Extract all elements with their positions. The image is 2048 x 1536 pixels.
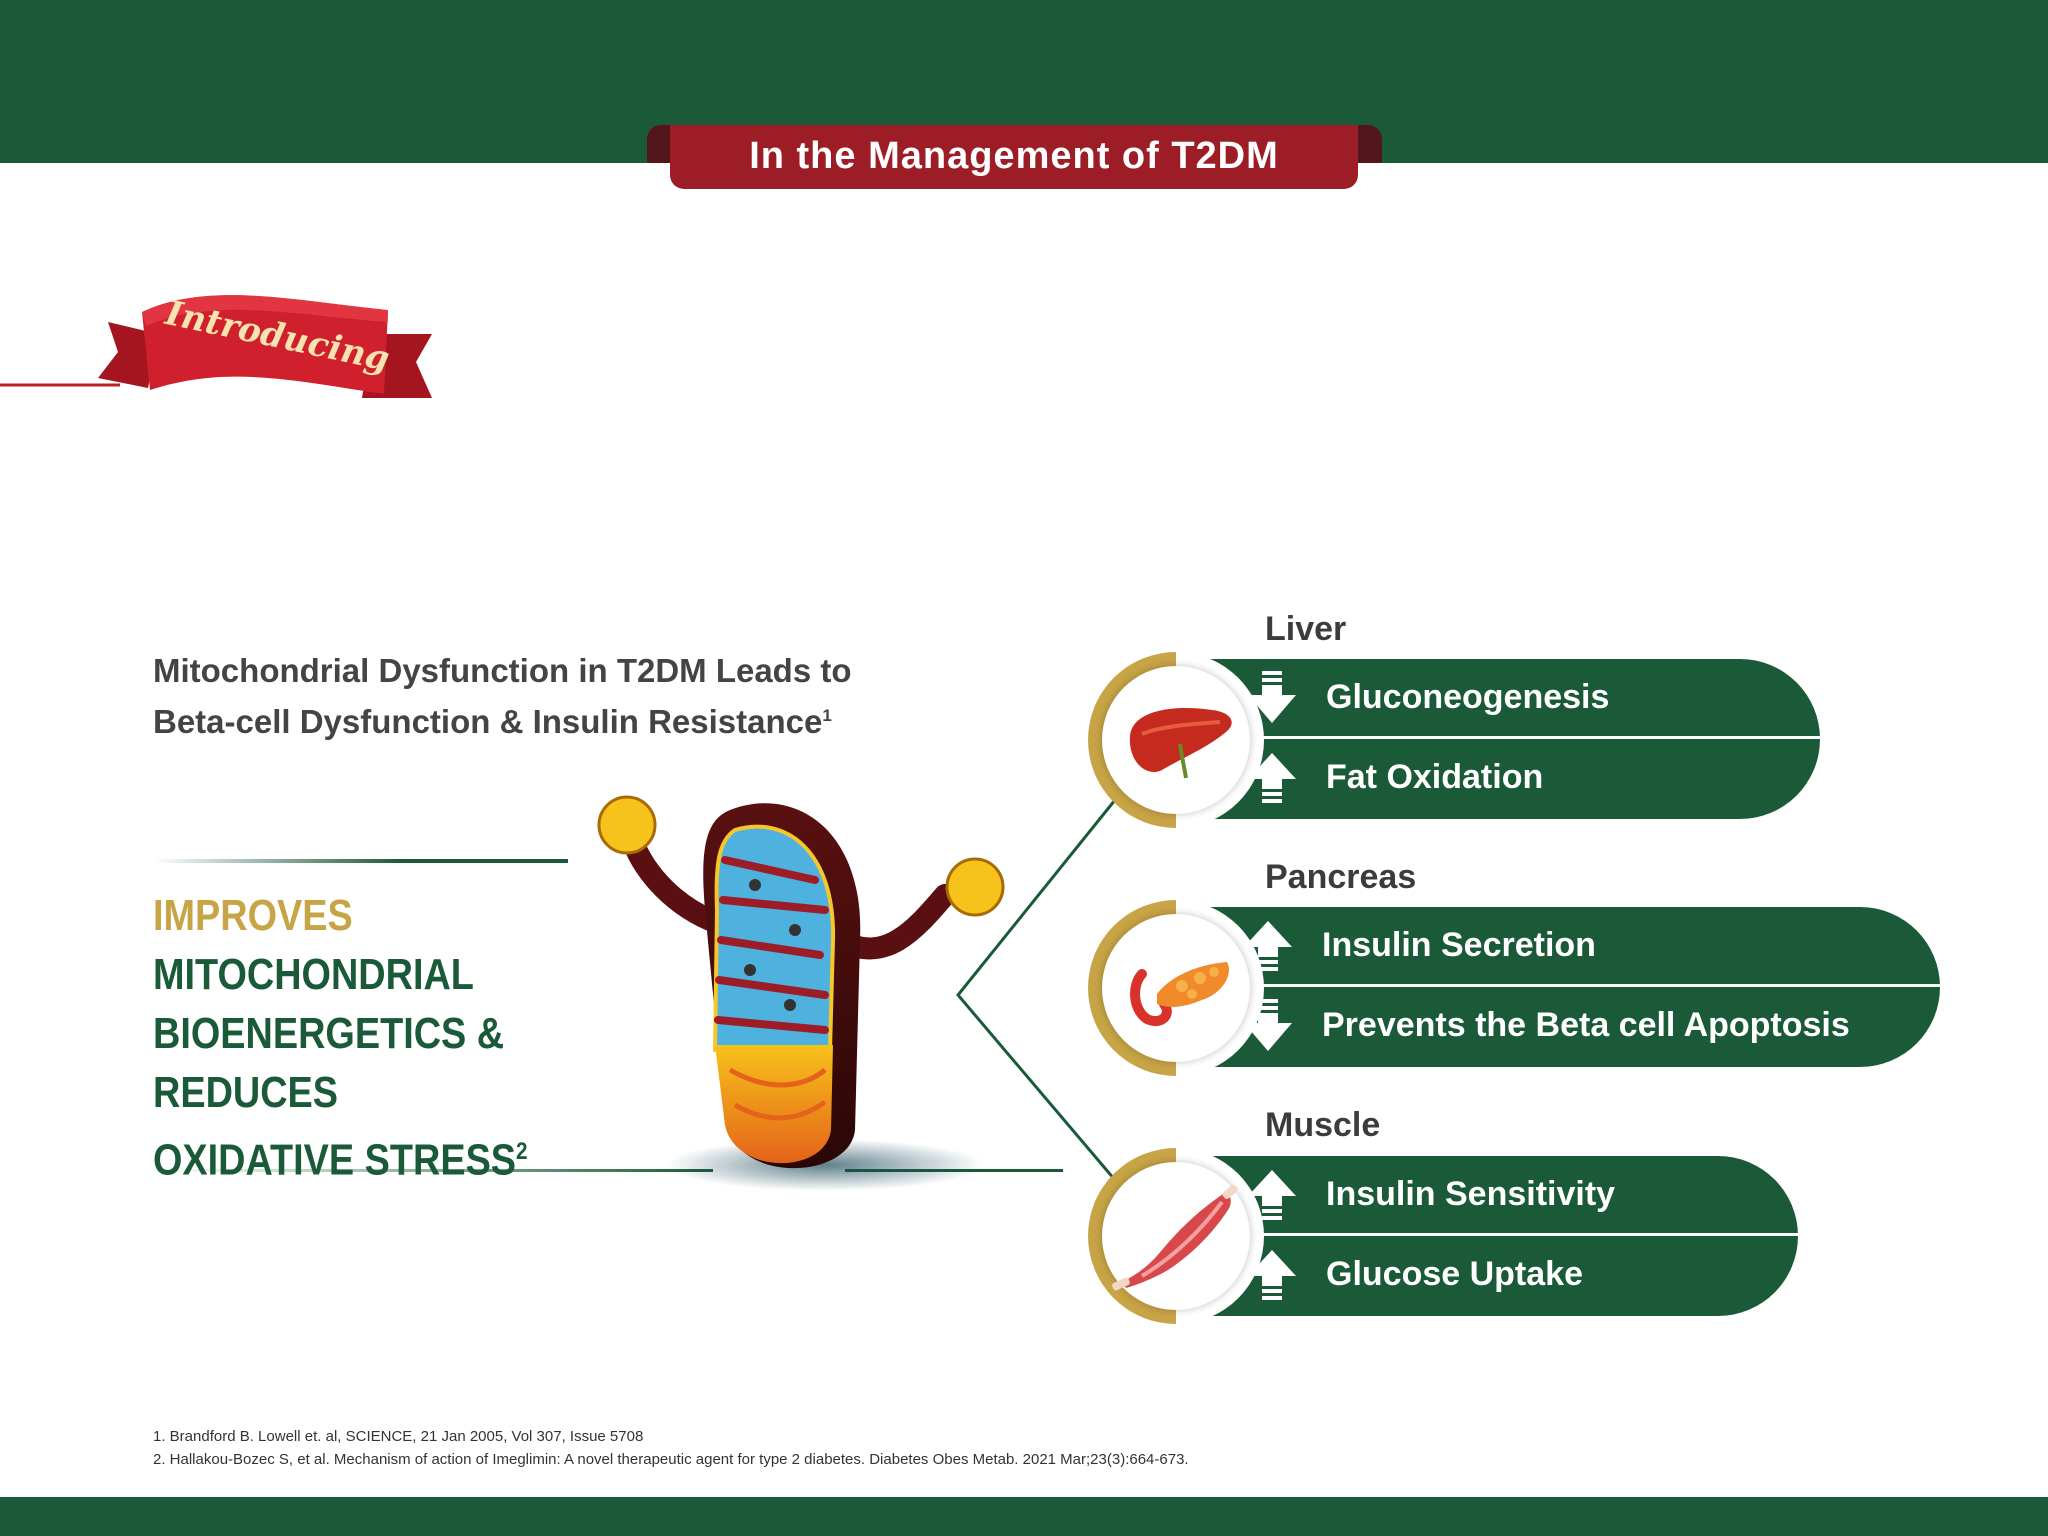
effect-row: Glucose Uptake bbox=[1190, 1236, 1583, 1313]
panel-pancreas: Insulin Secretion Prevents the Beta cell… bbox=[1190, 907, 1940, 1067]
effect-row: Fat Oxidation bbox=[1190, 739, 1543, 816]
arrow-up-icon bbox=[1244, 920, 1292, 971]
organ-label-liver: Liver bbox=[1265, 610, 1347, 648]
effect-row: Insulin Sensitivity bbox=[1190, 1156, 1615, 1233]
arrow-up-icon bbox=[1248, 1169, 1296, 1220]
claim-heading: IMPROVES MITOCHONDRIAL BIOENERGETICS & R… bbox=[153, 886, 635, 1190]
organ-label-muscle: Muscle bbox=[1265, 1106, 1381, 1144]
muscle-icon bbox=[1112, 1185, 1238, 1291]
subtitle-line-2: Beta-cell Dysfunction & Insulin Resistan… bbox=[153, 703, 823, 740]
panel-divider bbox=[1230, 736, 1820, 739]
effect-row: Prevents the Beta cell Apoptosis bbox=[1190, 987, 1850, 1064]
liver-icon bbox=[1129, 707, 1232, 779]
subtitle-ref: 1 bbox=[822, 706, 832, 725]
pancreas-icon bbox=[1130, 962, 1230, 1027]
divider-bottom bbox=[153, 1169, 713, 1172]
effect-text: Glucose Uptake bbox=[1326, 1255, 1583, 1293]
arrow-down-icon bbox=[1244, 998, 1292, 1051]
panel-liver: Gluconeogenesis Fat Oxidation bbox=[1190, 659, 1820, 819]
panel-divider bbox=[1230, 1233, 1798, 1236]
claim-line-4: OXIDATIVE STRESS bbox=[153, 1135, 517, 1185]
effect-text: Gluconeogenesis bbox=[1326, 678, 1610, 716]
subtitle: Mitochondrial Dysfunction in T2DM Leads … bbox=[153, 648, 933, 744]
bottom-band bbox=[0, 1497, 2048, 1536]
claim-line-1: IMPROVES bbox=[153, 891, 353, 940]
effect-text: Insulin Sensitivity bbox=[1326, 1175, 1616, 1213]
effect-text: Prevents the Beta cell Apoptosis bbox=[1322, 1006, 1850, 1044]
mitochondrion-mascot-illustration bbox=[597, 795, 1005, 1191]
claim-line-3: BIOENERGETICS & REDUCES bbox=[153, 1009, 505, 1117]
connector-lines bbox=[956, 799, 1117, 1181]
arrow-up-icon bbox=[1248, 752, 1296, 803]
header-tab-fold-left bbox=[647, 125, 673, 163]
header-tab-fold-right bbox=[1356, 125, 1382, 163]
references: 1. Brandford B. Lowell et. al, SCIENCE, … bbox=[153, 1425, 1189, 1471]
claim-line-4-wrap: OXIDATIVE STRESS2 bbox=[153, 1122, 635, 1190]
subtitle-line-1: Mitochondrial Dysfunction in T2DM Leads … bbox=[153, 652, 852, 689]
effect-text: Fat Oxidation bbox=[1326, 758, 1544, 796]
panel-muscle: Insulin Sensitivity Glucose Uptake bbox=[1190, 1156, 1798, 1316]
introducing-ribbon: Introducing bbox=[0, 293, 432, 398]
effect-text: Insulin Secretion bbox=[1322, 926, 1596, 964]
panel-divider bbox=[1230, 984, 1940, 987]
reference-2: 2. Hallakou-Bozec S, et al. Mechanism of… bbox=[153, 1451, 1189, 1468]
effect-row: Gluconeogenesis bbox=[1190, 659, 1609, 736]
reference-1: 1. Brandford B. Lowell et. al, SCIENCE, … bbox=[153, 1428, 644, 1445]
organ-badge-muscle bbox=[1088, 1148, 1264, 1324]
page-title: In the Management of T2DM bbox=[670, 125, 1358, 189]
effect-row: Insulin Secretion bbox=[1190, 907, 1596, 984]
arrow-up-icon bbox=[1248, 1249, 1296, 1300]
organ-label-pancreas: Pancreas bbox=[1265, 858, 1417, 896]
claim-line-2: MITOCHONDRIAL bbox=[153, 950, 474, 999]
organ-badge-pancreas bbox=[1088, 900, 1264, 1076]
claim-ref: 2 bbox=[516, 1138, 528, 1165]
organ-badge-liver bbox=[1088, 652, 1264, 828]
arrow-down-icon bbox=[1248, 670, 1296, 723]
divider-top bbox=[153, 859, 568, 863]
